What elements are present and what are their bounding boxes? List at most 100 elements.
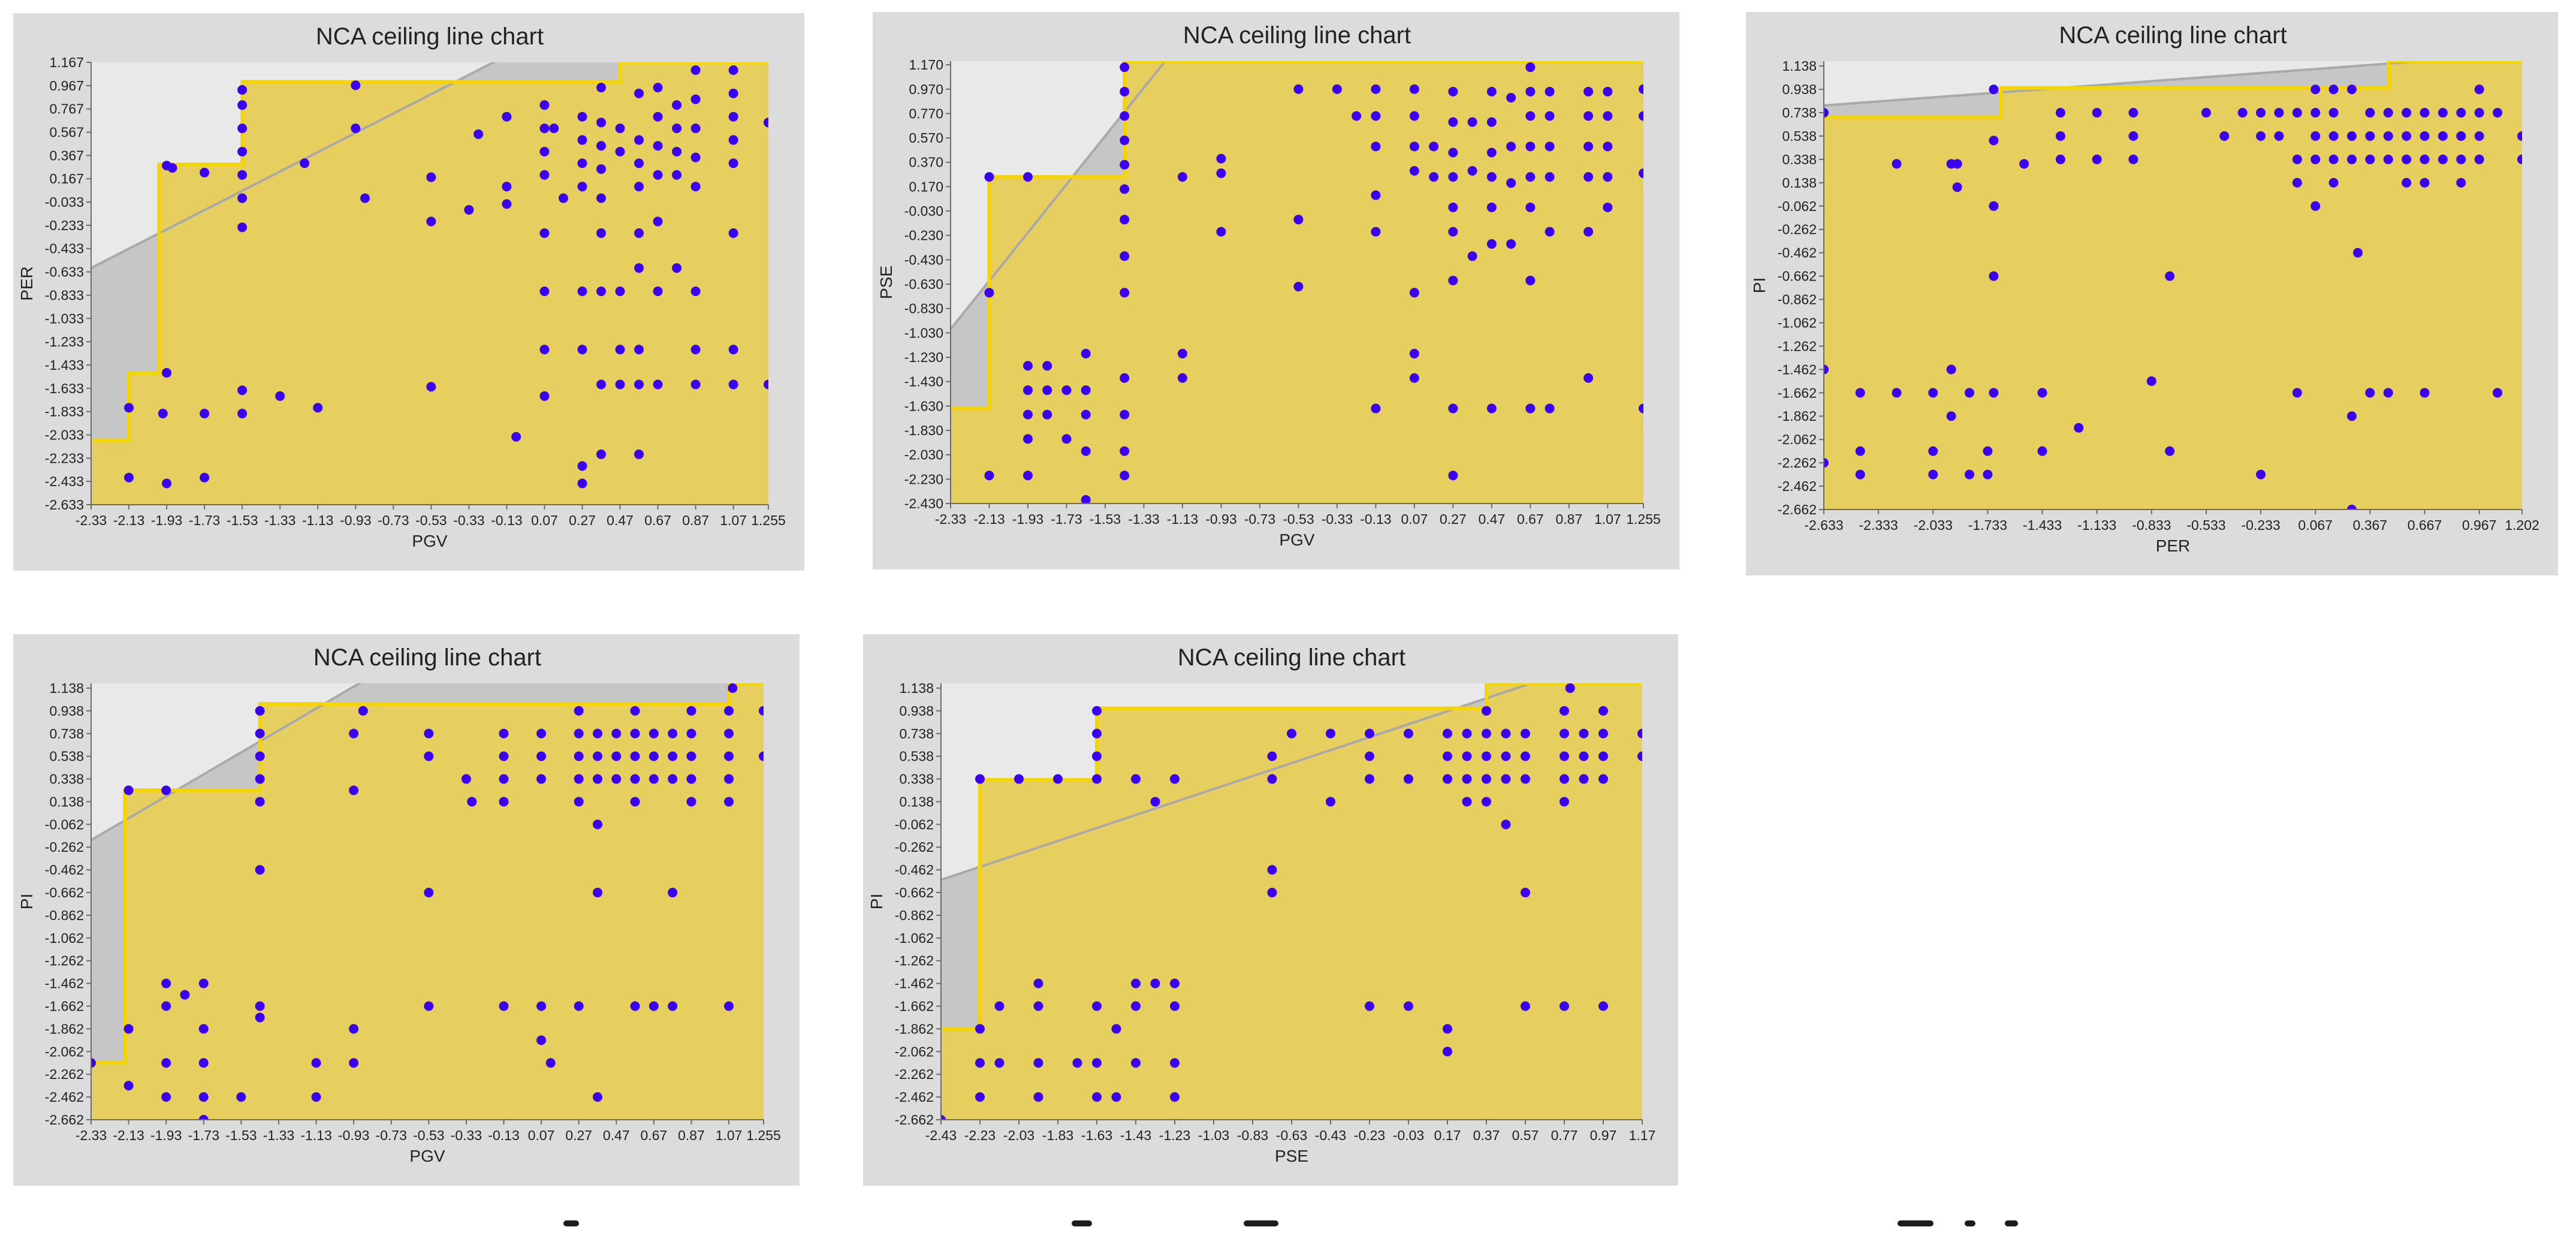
data-point [1033, 1092, 1043, 1102]
data-point [200, 167, 210, 177]
data-point [1409, 165, 1419, 176]
data-point [464, 205, 474, 215]
data-point [1560, 728, 1569, 738]
data-point [1022, 361, 1033, 371]
data-point [1448, 147, 1458, 158]
data-point [511, 432, 521, 442]
data-point [1598, 706, 1608, 716]
data-point [162, 367, 172, 378]
data-point [2438, 154, 2448, 164]
data-point [200, 408, 210, 418]
data-point [1486, 86, 1497, 97]
data-point [724, 751, 734, 761]
data-point [1371, 227, 1381, 237]
data-point [349, 785, 359, 795]
data-point [724, 774, 734, 784]
y-tick-label: -0.430 [904, 252, 943, 267]
y-tick-label: 0.167 [49, 171, 84, 186]
plot-layer [1824, 61, 2522, 510]
data-point [1989, 85, 1999, 95]
data-point [2474, 85, 2484, 95]
data-point [237, 222, 248, 233]
x-tick-label: -1.53 [1090, 511, 1121, 527]
y-tick-label: -1.262 [1778, 338, 1817, 354]
data-point [593, 751, 603, 761]
data-point [502, 199, 512, 209]
nca-chart-svg: 1.138 0.938 0.738 0.538 0.338 0.138 -0.062 -0.2… [863, 634, 1678, 1186]
x-tick-label: -0.53 [413, 1128, 444, 1143]
data-point [1983, 446, 1993, 456]
x-tick-label: -0.53 [1283, 511, 1314, 527]
data-point [2492, 108, 2502, 118]
data-point [351, 80, 361, 91]
x-tick-label: -1.433 [2023, 517, 2062, 533]
chart-title: NCA ceiling line chart [1183, 22, 1411, 49]
chart-title: NCA ceiling line chart [1178, 644, 1405, 671]
data-point [593, 888, 603, 898]
data-point [536, 1035, 547, 1045]
data-point [2365, 154, 2375, 164]
data-point [1061, 434, 1072, 444]
data-point [1120, 446, 1130, 456]
data-point [539, 146, 550, 156]
data-point [577, 111, 587, 122]
data-point [668, 751, 678, 761]
x-tick-label: -0.93 [1205, 511, 1236, 527]
data-point [1824, 108, 1829, 118]
data-point [1443, 1024, 1452, 1034]
data-point [161, 1001, 171, 1011]
data-point [1120, 62, 1130, 73]
data-point [577, 478, 587, 489]
data-point [255, 751, 265, 761]
y-tick-label: -2.033 [45, 427, 84, 442]
data-point [1448, 275, 1458, 285]
data-point [1120, 111, 1130, 121]
data-point [2420, 177, 2430, 188]
data-point [1072, 1058, 1082, 1068]
data-point [728, 65, 738, 76]
y-tick-label: -2.633 [45, 497, 84, 513]
y-tick-label: -2.462 [895, 1089, 934, 1105]
x-tick-label: -1.23 [1159, 1128, 1190, 1143]
data-point [2310, 154, 2321, 164]
data-point [1486, 239, 1497, 249]
data-point [2402, 154, 2412, 164]
data-point [672, 146, 682, 156]
data-point [349, 1058, 359, 1068]
data-point [2517, 131, 2522, 141]
y-tick-label: 0.738 [1782, 105, 1817, 120]
y-axis-label: PI [1750, 278, 1769, 293]
data-point [634, 158, 644, 168]
data-point [1120, 159, 1130, 170]
data-point [1131, 774, 1141, 784]
data-point [1409, 288, 1419, 298]
data-point [1042, 409, 1052, 420]
data-point [124, 472, 134, 483]
plot-layer [951, 61, 1643, 504]
nca-chart-pgv-pi: 1.138 0.938 0.738 0.538 0.338 0.138 -0.062 -0.2… [13, 634, 800, 1186]
data-point [1639, 403, 1643, 414]
y-tick-label: -2.062 [895, 1044, 934, 1059]
data-point [596, 449, 607, 459]
y-tick-label: -0.662 [895, 885, 934, 900]
data-point [1525, 275, 1536, 285]
data-point [1989, 271, 1999, 281]
data-point [1092, 1092, 1102, 1102]
y-tick-label: -0.462 [1778, 245, 1817, 261]
data-point [1120, 86, 1130, 97]
y-tick-label: 0.938 [1782, 82, 1817, 97]
data-point [255, 706, 265, 716]
ce-fdh-region [941, 683, 1642, 1120]
data-point [611, 728, 622, 738]
data-point [2365, 108, 2375, 118]
y-tick-label: 0.538 [899, 749, 934, 764]
x-tick-label: -2.33 [76, 513, 107, 528]
x-tick-label: 1.17 [1629, 1128, 1656, 1143]
data-point [255, 865, 265, 875]
x-tick-label: 0.57 [1512, 1128, 1539, 1143]
data-point [1603, 141, 1613, 152]
data-point [358, 706, 368, 716]
data-point [1443, 728, 1452, 738]
data-point [313, 403, 323, 413]
data-point [2352, 248, 2363, 258]
